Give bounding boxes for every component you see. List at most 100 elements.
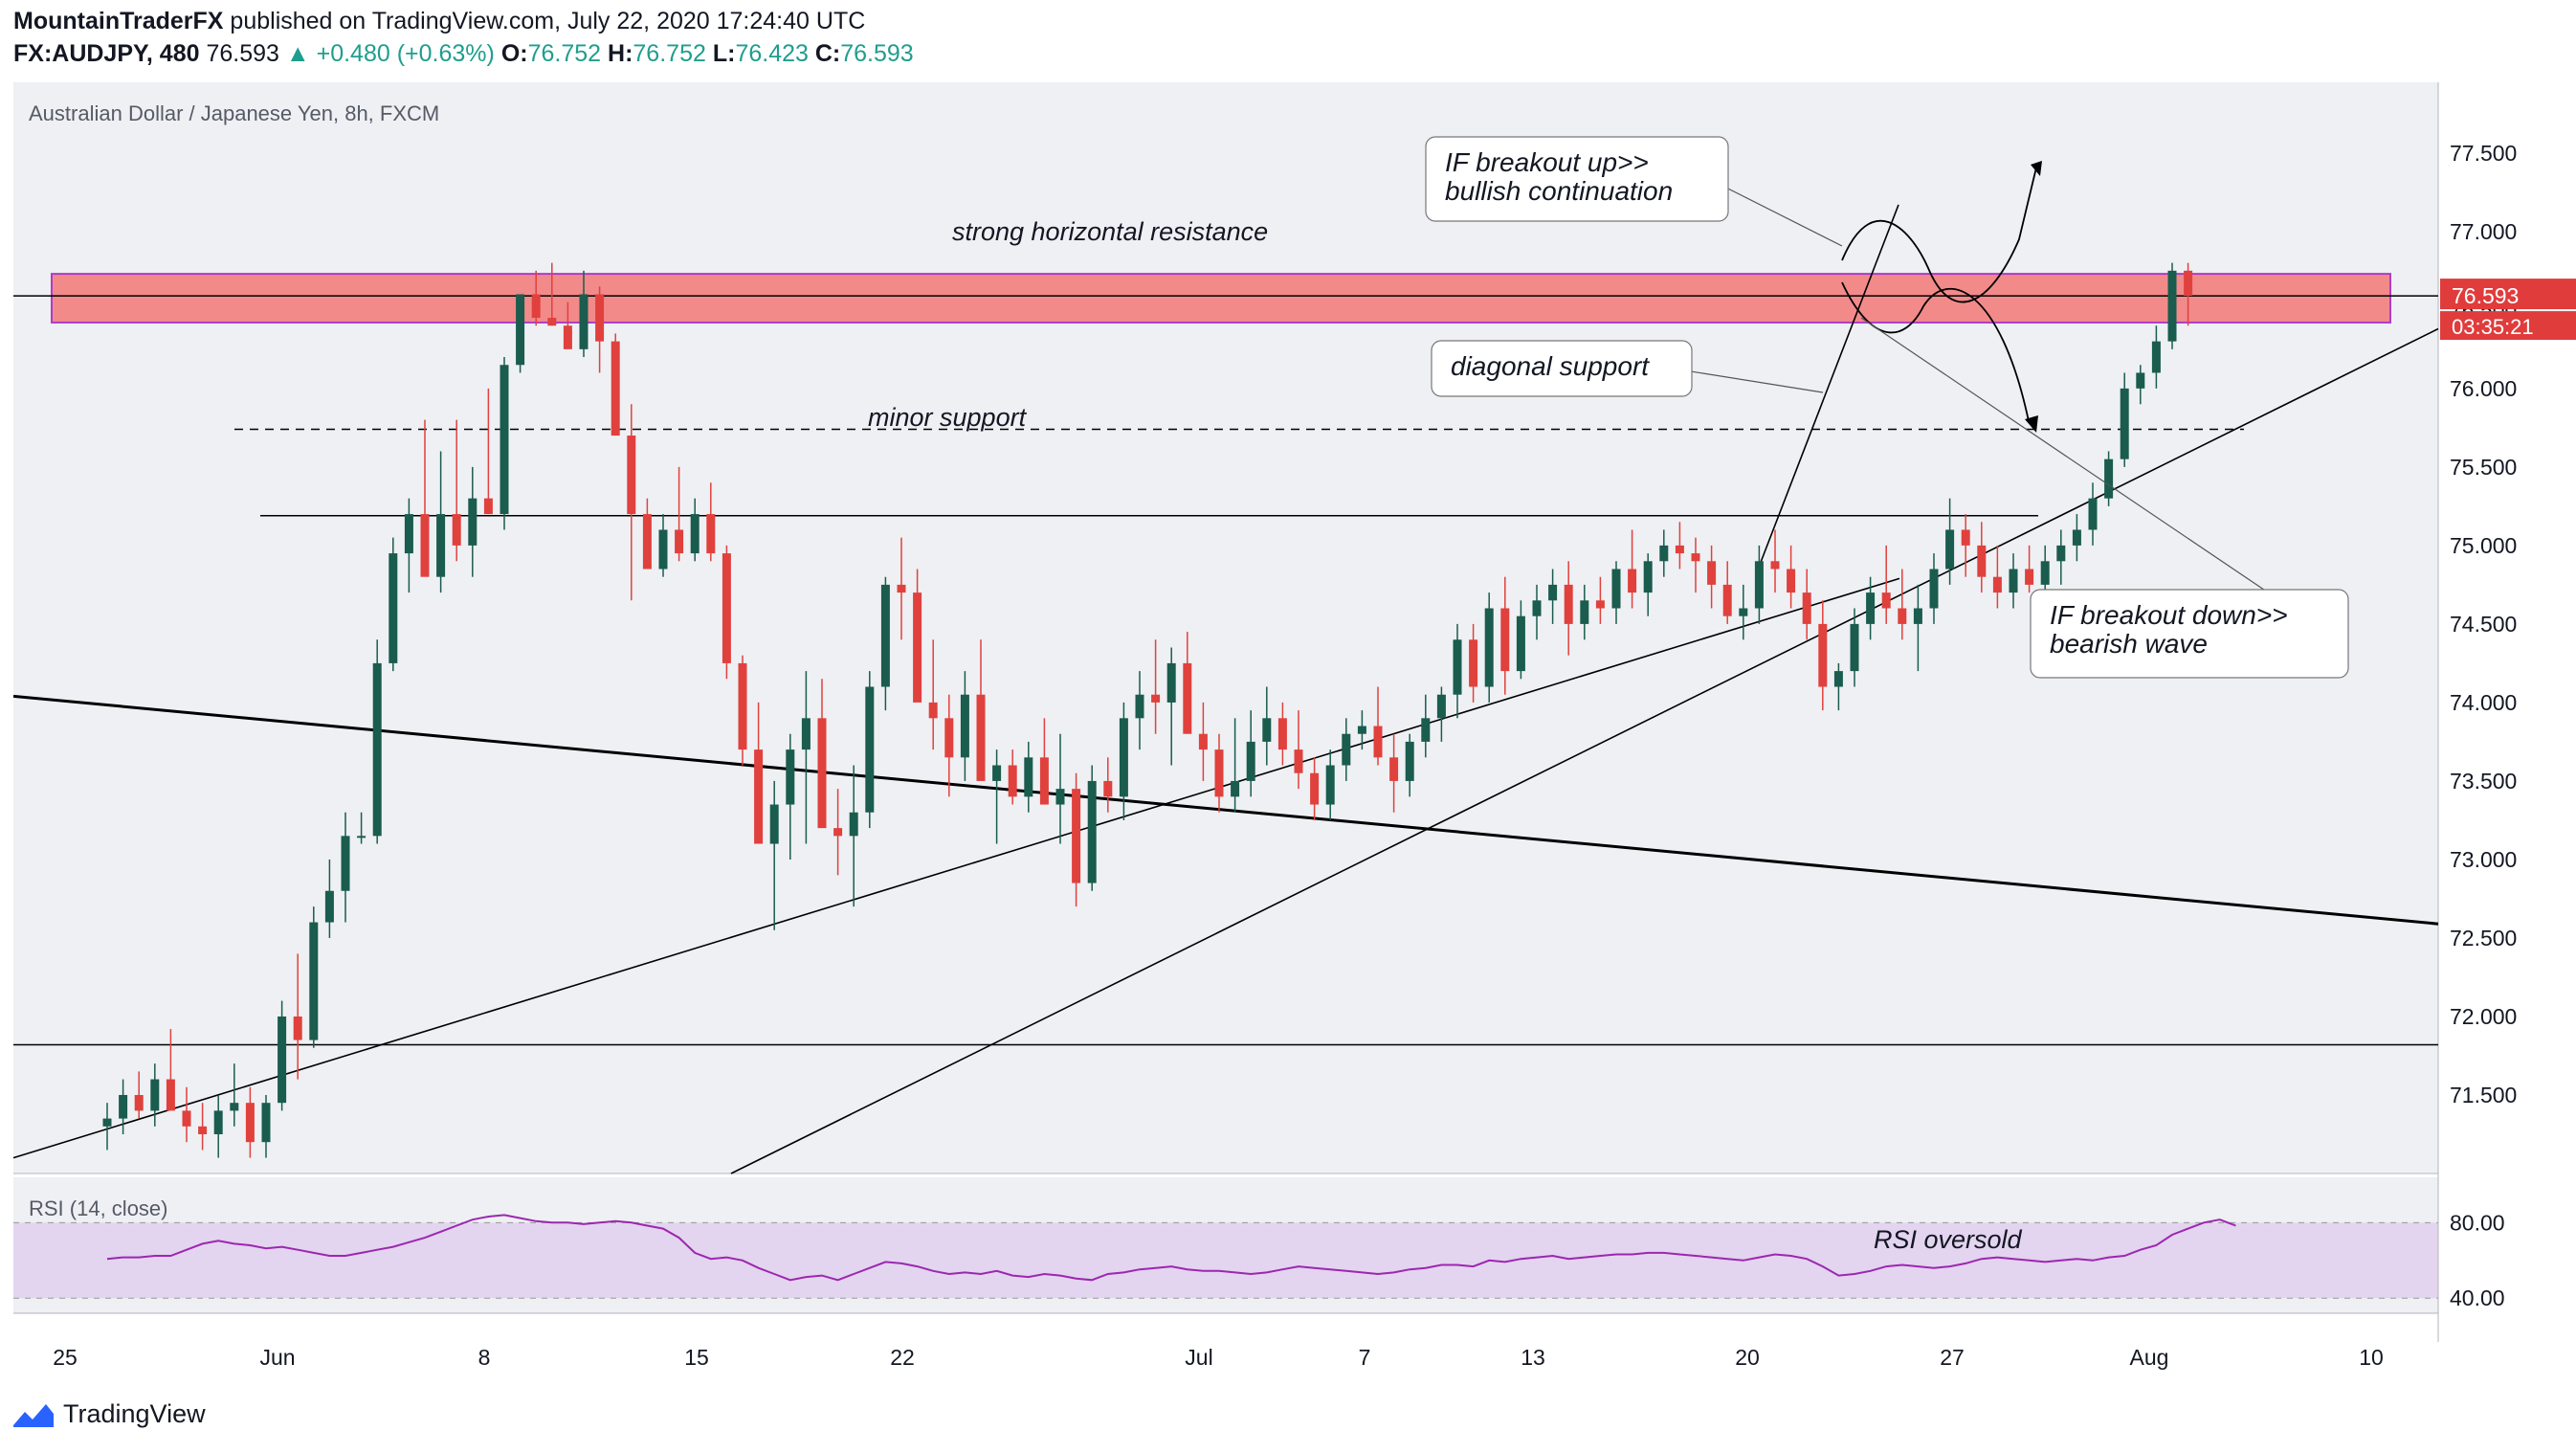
last-price-tag-text: 76.593 bbox=[2452, 283, 2519, 308]
candle-body bbox=[1135, 694, 1144, 719]
candle-body bbox=[1325, 765, 1335, 805]
price-change: +0.480 (+0.63%) bbox=[316, 40, 495, 67]
rsi-note-label: RSI oversold bbox=[1874, 1225, 2023, 1254]
time-tick-label: 22 bbox=[890, 1345, 915, 1370]
low-label: L: bbox=[712, 40, 736, 67]
breakout-up-callout-text: bullish continuation bbox=[1445, 176, 1673, 206]
candle-body bbox=[1039, 757, 1049, 805]
candle-body bbox=[261, 1103, 271, 1143]
price-tick-label: 73.500 bbox=[2450, 769, 2517, 794]
price-tick-label: 75.000 bbox=[2450, 533, 2517, 558]
candle-body bbox=[1389, 757, 1399, 781]
price-tick-label: 72.000 bbox=[2450, 1004, 2517, 1029]
high-label: H: bbox=[608, 40, 633, 67]
candle-body bbox=[769, 804, 779, 844]
candle-body bbox=[1198, 733, 1208, 750]
ascending-trendline-1 bbox=[12, 577, 1900, 1159]
candle-body bbox=[372, 662, 382, 837]
candle-body bbox=[642, 514, 652, 570]
candle-body bbox=[1881, 592, 1891, 609]
candle-body bbox=[213, 1110, 223, 1134]
candle-body bbox=[1469, 639, 1478, 687]
candle-body bbox=[1119, 718, 1128, 797]
candle-body bbox=[1484, 608, 1494, 687]
breakout-up-callout-box bbox=[1425, 136, 1729, 222]
candle-body bbox=[1453, 639, 1462, 695]
candle-body bbox=[1357, 726, 1366, 734]
rsi-line bbox=[106, 1214, 2236, 1282]
candle-body bbox=[944, 718, 954, 758]
publisher-name[interactable]: MountainTraderFX bbox=[13, 8, 224, 34]
candle-body bbox=[1072, 789, 1081, 883]
candle-body bbox=[404, 514, 413, 554]
candle-body bbox=[1992, 576, 2002, 593]
candle-body bbox=[1754, 561, 1764, 609]
candle-body bbox=[706, 514, 716, 554]
candle-body bbox=[1611, 569, 1621, 609]
diagonal-support-callout-text: diagonal support bbox=[1451, 351, 1650, 381]
candle-body bbox=[722, 553, 731, 663]
candle-body bbox=[1564, 584, 1573, 624]
candle-body bbox=[1722, 584, 1732, 616]
breakout-up-callout-text: IF breakout up>> bbox=[1445, 147, 1649, 177]
candle-body bbox=[960, 694, 969, 758]
candle-body bbox=[1628, 569, 1637, 593]
candle-body bbox=[102, 1118, 112, 1127]
candle-body bbox=[1214, 749, 1224, 797]
candle-body bbox=[786, 749, 795, 805]
candle-body bbox=[1913, 608, 1922, 624]
candle-body bbox=[658, 529, 668, 570]
candle-body bbox=[1675, 545, 1684, 554]
candle-body bbox=[245, 1103, 255, 1143]
candle-body bbox=[849, 812, 858, 837]
candle-body bbox=[1850, 623, 1859, 672]
candle-body bbox=[1898, 608, 1907, 624]
candle-body bbox=[2088, 498, 2098, 530]
candle-body bbox=[324, 890, 334, 923]
candle-body bbox=[1405, 741, 1414, 781]
candle-body bbox=[516, 294, 525, 366]
candle-body bbox=[1008, 765, 1017, 797]
time-tick-label: 10 bbox=[2359, 1345, 2384, 1370]
candle-body bbox=[1516, 615, 1525, 672]
time-tick-label: 20 bbox=[1735, 1345, 1760, 1370]
candle-body bbox=[341, 836, 350, 891]
tradingview-logo[interactable]: TradingView bbox=[11, 1399, 206, 1429]
price-tick-label: 73.000 bbox=[2450, 847, 2517, 872]
candle-body bbox=[2040, 561, 2050, 585]
candle-body bbox=[2151, 341, 2161, 373]
tradingview-logo-icon bbox=[13, 1403, 54, 1427]
candle-body bbox=[1707, 561, 1717, 585]
candle-body bbox=[1055, 789, 1065, 805]
candle-body bbox=[2167, 270, 2177, 342]
candle-body bbox=[1739, 608, 1748, 616]
candle-body bbox=[1643, 561, 1653, 593]
candle-body bbox=[2056, 545, 2066, 562]
candle-body bbox=[357, 836, 366, 838]
price-tick-label: 75.500 bbox=[2450, 455, 2517, 480]
publish-line: MountainTraderFX published on TradingVie… bbox=[13, 8, 865, 35]
price-tick-label: 72.500 bbox=[2450, 926, 2517, 950]
candle-body bbox=[278, 1016, 287, 1104]
candle-body bbox=[468, 498, 477, 546]
candle-body bbox=[1024, 757, 1033, 797]
candle-body bbox=[1866, 592, 1876, 624]
candle-body bbox=[500, 365, 509, 515]
breakout-down-callout-pointer bbox=[1860, 317, 2330, 635]
last-price: 76.593 bbox=[206, 40, 279, 67]
price-tick-label: 77.000 bbox=[2450, 219, 2517, 244]
resistance-label: strong horizontal resistance bbox=[952, 217, 1268, 246]
time-tick-label: 27 bbox=[1940, 1345, 1965, 1370]
candle-body bbox=[1310, 772, 1320, 805]
candle-body bbox=[1945, 529, 1955, 570]
candle-body bbox=[2072, 529, 2081, 546]
bullish-arrow-head bbox=[2031, 161, 2042, 176]
candle-body bbox=[452, 514, 461, 546]
price-tick-label: 71.500 bbox=[2450, 1083, 2517, 1107]
diagonal-support-callout-box bbox=[1431, 340, 1693, 397]
candle-body bbox=[928, 702, 938, 719]
time-axis-bg bbox=[13, 1313, 2438, 1340]
candle-body bbox=[134, 1094, 144, 1111]
time-tick-label: 8 bbox=[478, 1345, 491, 1370]
